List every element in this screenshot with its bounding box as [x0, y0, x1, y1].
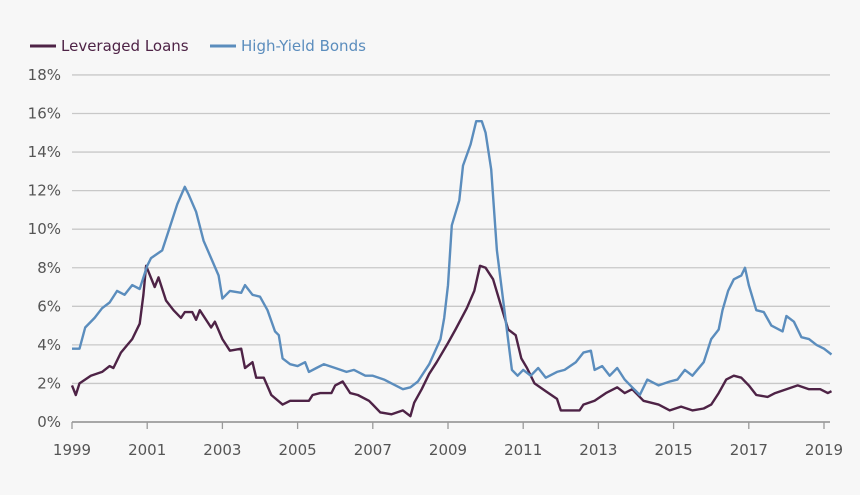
y-tick-label: 16%: [28, 105, 61, 123]
x-axis: 1999 2001 2003 2005 2007 2009 2011 2013 2015 2017…: [53, 421, 843, 459]
y-tick-label: 4%: [37, 336, 61, 354]
legend-item-high-yield-bonds[interactable]: High-Yield Bonds: [210, 37, 366, 55]
x-tick-label: 2013: [579, 441, 617, 459]
x-tick-label: 2011: [504, 441, 542, 459]
y-tick-label: 0%: [37, 413, 61, 431]
y-tick-label: 14%: [28, 143, 61, 161]
x-tick-label: 2005: [279, 441, 317, 459]
x-tick-label: 2003: [203, 441, 241, 459]
x-tick-label: 1999: [53, 441, 91, 459]
x-tick-label: 2019: [805, 441, 843, 459]
series-lines: [70, 120, 833, 418]
legend-label-high-yield-bonds: High-Yield Bonds: [241, 37, 366, 55]
series-line-high-yield-bonds: [72, 120, 833, 397]
x-tick-label: 2001: [128, 441, 166, 459]
y-tick-label: 12%: [28, 182, 61, 200]
series-line-leveraged-loans: [70, 264, 833, 418]
legend-label-leveraged-loans: Leveraged Loans: [61, 37, 189, 55]
y-tick-label: 10%: [28, 220, 61, 238]
y-axis: 0% 2% 4% 6% 8% 10% 12% 14% 16% 18%: [28, 66, 61, 431]
legend-item-leveraged-loans[interactable]: Leveraged Loans: [30, 37, 189, 55]
x-tick-label: 2007: [354, 441, 392, 459]
y-tick-label: 18%: [28, 66, 61, 84]
x-tick-label: 2017: [730, 441, 768, 459]
x-tick-label: 2009: [429, 441, 467, 459]
y-tick-label: 8%: [37, 259, 61, 277]
y-tick-label: 6%: [37, 297, 61, 315]
y-tick-label: 2%: [37, 374, 61, 392]
legend: Leveraged Loans High-Yield Bonds: [30, 37, 366, 55]
x-tick-label: 2015: [655, 441, 693, 459]
gridlines: [72, 74, 830, 385]
